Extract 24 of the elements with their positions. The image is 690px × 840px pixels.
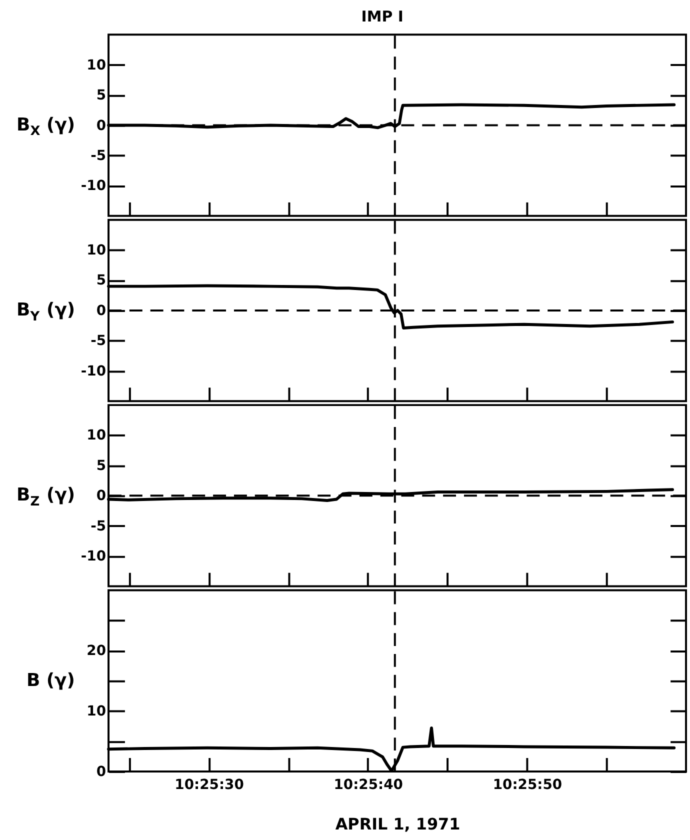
x-tick-label: 10:25:40 xyxy=(334,776,404,793)
y-tick-label: 5 xyxy=(96,88,106,104)
y-tick-label: 0 xyxy=(96,764,106,780)
y-tick-label: 10 xyxy=(86,242,106,259)
chart-title: IMP I xyxy=(361,8,404,26)
y-tick-label: -10 xyxy=(80,178,106,194)
y-tick-label: 10 xyxy=(86,704,106,720)
y-tick-label: 0 xyxy=(96,488,106,504)
y-tick-label: -5 xyxy=(90,333,106,350)
x-tick-label: 10:25:30 xyxy=(174,776,244,793)
y-tick-label: -5 xyxy=(90,148,106,164)
y-tick-label: -5 xyxy=(90,518,106,534)
y-tick-label: 0 xyxy=(96,302,106,319)
y-tick-label: 10 xyxy=(86,57,106,74)
y-tick-label: 5 xyxy=(96,458,106,474)
y-tick-label: -10 xyxy=(80,548,106,565)
y-tick-label: 20 xyxy=(86,643,106,660)
y-tick-label: -10 xyxy=(80,363,106,380)
y-axis-title: B (γ) xyxy=(26,670,75,691)
y-tick-label: 5 xyxy=(96,272,106,289)
x-axis-title: APRIL 1, 1971 xyxy=(335,814,460,834)
y-tick-label: 0 xyxy=(96,118,106,134)
x-tick-label: 10:25:50 xyxy=(492,776,562,793)
y-tick-label: 10 xyxy=(86,428,106,444)
